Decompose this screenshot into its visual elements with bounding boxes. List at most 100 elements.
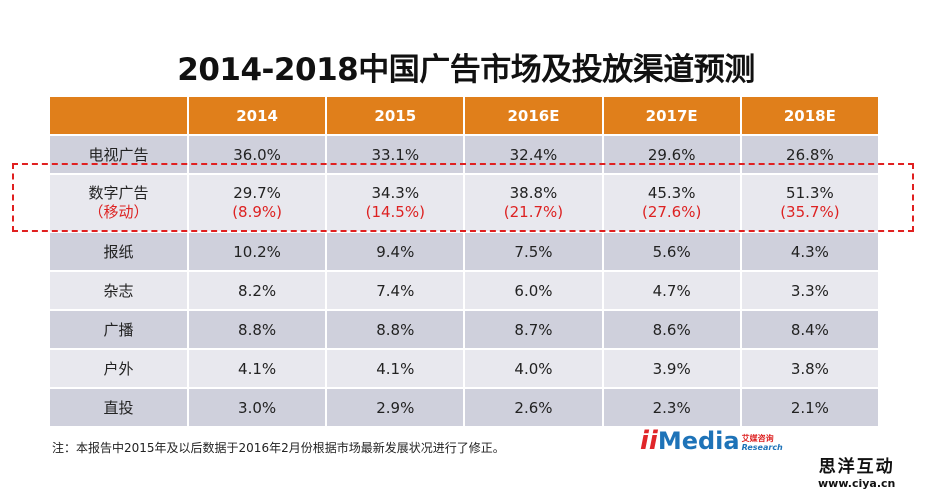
cell-value: 8.2% <box>238 281 277 300</box>
table-row: 户外 4.1% 4.1% 4.0% 3.9% 3.8% <box>48 348 881 389</box>
page-title: 2014-2018中国广告市场及投放渠道预测 <box>177 52 755 88</box>
table-cell: 8.6% <box>601 309 742 350</box>
cell-value: 7.5% <box>514 242 553 261</box>
row-label-text: 广播 <box>103 321 134 339</box>
logo-name: Media <box>657 427 740 455</box>
table-cell: 2.9% <box>325 387 466 428</box>
table-cell: 2.6% <box>463 387 604 428</box>
forecast-table: 2014 2015 2016E 2017E 2018E 电视广告 36.0% 33.1% 32… <box>48 95 881 428</box>
row-label-text: 数字广告 <box>88 184 149 202</box>
column-header <box>48 95 189 136</box>
row-label: 广播 <box>48 309 189 350</box>
table-cell: 4.3% <box>739 231 881 272</box>
cell-value: 8.6% <box>652 320 691 339</box>
table-cell: 2.1% <box>739 387 881 428</box>
cell-value: 51.3% <box>786 184 834 202</box>
row-label: 直投 <box>48 387 189 428</box>
table-header: 2014 2015 2016E 2017E 2018E <box>48 95 881 136</box>
cell-value: 8.4% <box>790 320 829 339</box>
table-cell: 5.6% <box>601 231 742 272</box>
row-label: 电视广告 <box>48 134 189 175</box>
table-cell: 3.3% <box>739 270 881 311</box>
table-cell: 3.9% <box>601 348 742 389</box>
row-label-text: 电视广告 <box>88 146 149 164</box>
cell-subvalue: (35.7%) <box>780 203 840 221</box>
cell-value: 4.1% <box>376 359 415 378</box>
row-label: 数字广告 （移动） <box>48 173 189 233</box>
cell-value: 7.4% <box>376 281 415 300</box>
row-sublabel: （移动） <box>88 203 149 221</box>
table-row: 直投 3.0% 2.9% 2.6% 2.3% 2.1% <box>48 387 881 428</box>
footnote: 注：本报告中2015年及以后数据于2016年2月份根据市场最新发展状况进行了修正… <box>52 441 505 455</box>
logo-mark: ii <box>640 426 658 456</box>
cell-subvalue: (21.7%) <box>503 203 564 221</box>
table-cell: 34.3% (14.5%) <box>325 173 466 233</box>
table-cell: 51.3% (35.7%) <box>739 173 881 233</box>
cell-value: 4.7% <box>652 281 691 300</box>
row-label-text: 户外 <box>103 360 134 378</box>
table-cell: 7.5% <box>463 231 604 272</box>
table-cell: 26.8% <box>739 134 881 175</box>
row-label-text: 直投 <box>103 399 134 417</box>
table-cell: 8.8% <box>325 309 466 350</box>
table-cell: 29.7% (8.9%) <box>186 173 328 233</box>
cell-value: 3.3% <box>790 281 829 300</box>
table-row: 电视广告 36.0% 33.1% 32.4% 29.6% 26.8% <box>48 134 881 175</box>
cell-value: 6.0% <box>514 281 553 300</box>
cell-value: 3.9% <box>652 359 691 378</box>
cell-value: 33.1% <box>371 145 420 164</box>
cell-subvalue: (14.5%) <box>365 203 425 221</box>
cell-value: 34.3% <box>371 184 420 202</box>
table-row: 广播 8.8% 8.8% 8.7% 8.6% 8.4% <box>48 309 881 350</box>
cell-value: 5.6% <box>652 242 691 261</box>
table-cell: 4.1% <box>325 348 466 389</box>
cell-value: 8.7% <box>514 320 553 339</box>
cell-subvalue: (8.9%) <box>232 203 282 221</box>
cell-value: 45.3% <box>647 184 696 202</box>
table-cell: 4.1% <box>186 348 328 389</box>
table-cell: 7.4% <box>325 270 466 311</box>
table-cell: 8.2% <box>186 270 328 311</box>
column-header: 2018E <box>739 95 881 136</box>
column-header: 2015 <box>325 95 466 136</box>
column-header: 2016E <box>463 95 604 136</box>
logo-cn: 艾媒咨询 <box>741 434 774 443</box>
table-cell: 38.8% (21.7%) <box>463 173 604 233</box>
table-cell: 9.4% <box>325 231 466 272</box>
table-cell: 8.4% <box>739 309 881 350</box>
cell-value: 2.9% <box>376 398 415 417</box>
cell-value: 2.1% <box>790 398 829 417</box>
watermark-url: www.ciya.cn <box>818 477 896 490</box>
table-cell: 4.7% <box>601 270 742 311</box>
table-cell: 32.4% <box>463 134 604 175</box>
cell-subvalue: (27.6%) <box>641 203 702 221</box>
table-cell: 8.8% <box>186 309 328 350</box>
cell-value: 4.1% <box>238 359 277 378</box>
watermark: 思洋互动 www.ciya.cn <box>818 452 895 490</box>
cell-value: 2.3% <box>652 398 691 417</box>
cell-value: 3.0% <box>238 398 277 417</box>
row-label: 杂志 <box>48 270 189 311</box>
cell-value: 8.8% <box>376 320 415 339</box>
cell-value: 2.6% <box>514 398 553 417</box>
column-header: 2014 <box>186 95 328 136</box>
cell-value: 3.8% <box>790 359 829 378</box>
column-header: 2017E <box>601 95 742 136</box>
table-row: 数字广告 （移动） 29.7% (8.9%) 34.3% (14.5%) 38.8% (21.… <box>48 173 881 233</box>
cell-value: 4.3% <box>790 242 829 261</box>
table-cell: 3.0% <box>186 387 328 428</box>
cell-value: 38.8% <box>509 184 558 202</box>
cell-value: 26.8% <box>786 145 834 164</box>
highlight-dashed-box <box>12 163 914 232</box>
cell-value: 10.2% <box>233 242 281 261</box>
logo-en: Research <box>741 443 783 452</box>
table-cell: 36.0% <box>186 134 328 175</box>
cell-value: 29.6% <box>647 145 696 164</box>
row-label-text: 报纸 <box>103 243 134 261</box>
imedia-logo: ii Media 艾媒咨询 Research <box>640 426 783 456</box>
table-cell: 33.1% <box>325 134 466 175</box>
cell-value: 29.7% <box>233 184 281 202</box>
row-label: 户外 <box>48 348 189 389</box>
table-row: 杂志 8.2% 7.4% 6.0% 4.7% 3.3% <box>48 270 881 311</box>
table-row: 报纸 10.2% 9.4% 7.5% 5.6% 4.3% <box>48 231 881 272</box>
